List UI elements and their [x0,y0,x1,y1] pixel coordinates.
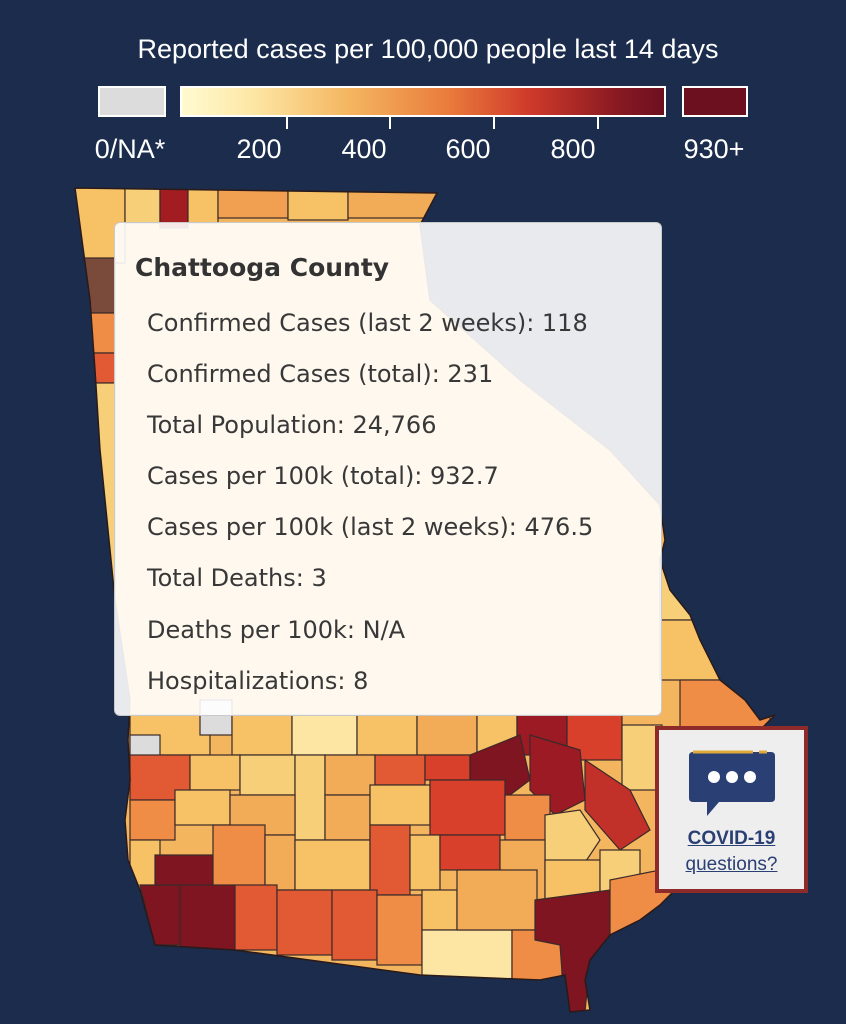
county[interactable] [217,188,289,219]
legend-title: Reported cases per 100,000 people last 1… [137,34,719,64]
county[interactable] [376,894,423,966]
county[interactable] [369,824,411,896]
county[interactable] [456,869,538,931]
county[interactable] [234,884,278,951]
county[interactable] [291,714,358,756]
county[interactable] [369,784,431,826]
county[interactable] [421,929,513,981]
county[interactable] [187,188,219,224]
county[interactable] [324,794,371,841]
county[interactable] [584,758,651,851]
county[interactable] [439,834,501,871]
tooltip-row: Hospitalizations: 8 [147,667,369,695]
county[interactable] [276,889,333,956]
legend-tick-label: 800 [550,134,596,164]
county[interactable] [159,188,189,229]
county[interactable] [416,714,478,756]
tooltip-row: Cases per 100k (last 2 weeks): 476.5 [147,513,594,541]
county[interactable] [75,312,116,354]
legend-na-label: 0/NA* [94,134,166,164]
legend-tick [493,117,495,129]
help-line1: COVID-19 [687,828,776,849]
county[interactable] [139,884,181,946]
county[interactable] [331,889,378,961]
chat-bubble-icon [689,750,775,816]
legend-na-swatch [98,86,166,117]
county[interactable] [189,754,241,791]
county-tooltip: Chattooga County Confirmed Cases (last 2… [114,222,662,716]
county[interactable] [294,839,371,891]
tooltip-row: Confirmed Cases (total): 231 [147,360,494,388]
county[interactable] [129,799,176,841]
county[interactable] [659,559,701,621]
county[interactable] [421,889,458,931]
county[interactable] [294,754,326,841]
legend-gradient-bar [180,86,666,117]
county[interactable] [174,789,231,826]
legend-tick [597,117,599,129]
county[interactable] [424,754,471,781]
tooltip-county-name: Chattooga County [135,253,390,282]
county[interactable] [429,779,506,836]
county[interactable] [75,257,116,314]
legend-tick [286,117,288,129]
tooltip-row: Total Deaths: 3 [147,564,327,592]
covid-questions-button[interactable]: COVID-19 questions? [655,726,808,893]
county[interactable] [504,794,551,841]
help-line2: questions? [685,854,778,875]
county[interactable] [374,754,426,786]
county[interactable] [356,714,418,756]
county[interactable] [231,714,293,756]
county[interactable] [75,382,116,714]
legend-tick-label: 400 [341,134,387,164]
county[interactable] [212,824,266,891]
county[interactable] [124,188,161,224]
county[interactable] [324,754,376,796]
tooltip-row: Total Population: 24,766 [147,411,437,439]
tooltip-row: Deaths per 100k: N/A [147,616,406,644]
county[interactable] [239,754,296,796]
county[interactable] [409,834,441,891]
tooltip-row: Confirmed Cases (last 2 weeks): 118 [147,309,588,337]
county[interactable] [264,834,296,891]
tooltip-row: Cases per 100k (total): 932.7 [147,462,499,490]
legend-tick-label: 200 [236,134,282,164]
county[interactable] [287,188,349,221]
legend-max-swatch [682,86,748,117]
legend-tick-label: 600 [445,134,491,164]
legend-max-label: 930+ [683,134,745,164]
county[interactable] [179,884,236,951]
legend-tick [389,117,391,129]
